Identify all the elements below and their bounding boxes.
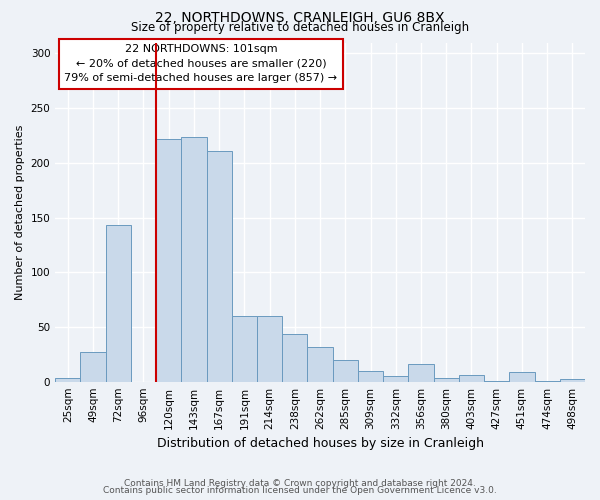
Bar bbox=[434, 378, 459, 382]
Text: Contains public sector information licensed under the Open Government Licence v3: Contains public sector information licen… bbox=[103, 486, 497, 495]
Bar bbox=[509, 372, 535, 382]
Bar bbox=[181, 136, 206, 382]
Bar bbox=[484, 380, 509, 382]
Text: 22, NORTHDOWNS, CRANLEIGH, GU6 8BX: 22, NORTHDOWNS, CRANLEIGH, GU6 8BX bbox=[155, 11, 445, 25]
Bar bbox=[332, 360, 358, 382]
X-axis label: Distribution of detached houses by size in Cranleigh: Distribution of detached houses by size … bbox=[157, 437, 484, 450]
Bar bbox=[257, 316, 282, 382]
Text: Size of property relative to detached houses in Cranleigh: Size of property relative to detached ho… bbox=[131, 21, 469, 34]
Bar bbox=[535, 380, 560, 382]
Y-axis label: Number of detached properties: Number of detached properties bbox=[15, 124, 25, 300]
Bar bbox=[55, 378, 80, 382]
Bar bbox=[232, 316, 257, 382]
Bar bbox=[459, 375, 484, 382]
Bar bbox=[383, 376, 409, 382]
Bar bbox=[206, 151, 232, 382]
Bar bbox=[358, 370, 383, 382]
Bar bbox=[80, 352, 106, 382]
Text: Contains HM Land Registry data © Crown copyright and database right 2024.: Contains HM Land Registry data © Crown c… bbox=[124, 478, 476, 488]
Bar bbox=[156, 139, 181, 382]
Bar bbox=[307, 346, 332, 382]
Text: 22 NORTHDOWNS: 101sqm
← 20% of detached houses are smaller (220)
79% of semi-det: 22 NORTHDOWNS: 101sqm ← 20% of detached … bbox=[64, 44, 337, 83]
Bar bbox=[409, 364, 434, 382]
Bar bbox=[560, 380, 585, 382]
Bar bbox=[106, 225, 131, 382]
Bar bbox=[282, 334, 307, 382]
